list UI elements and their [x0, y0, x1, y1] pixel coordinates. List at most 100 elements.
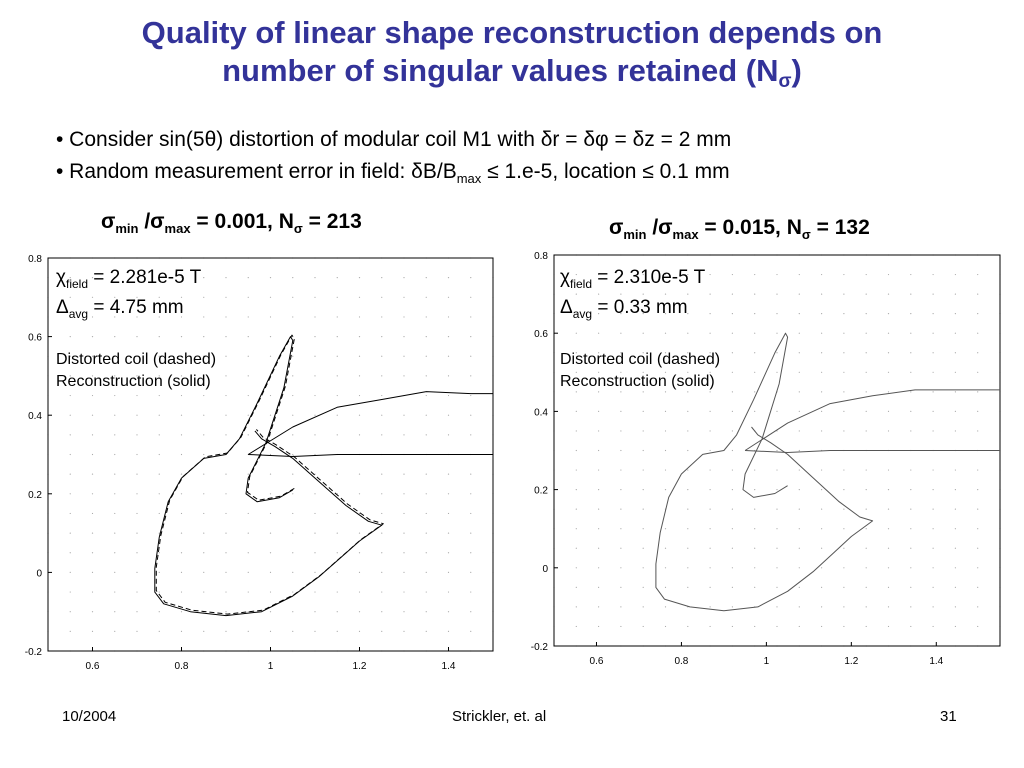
grid-dot [292, 512, 294, 515]
grid-dot [843, 293, 845, 295]
grid-dot [180, 355, 183, 357]
grid-dot [687, 313, 689, 315]
legend-reconstruction: Reconstruction (solid) [560, 373, 715, 390]
grid-dot [687, 528, 689, 530]
grid-dot [425, 532, 427, 534]
grid-dot [158, 394, 160, 397]
grid-dot [136, 336, 138, 338]
grid-dot [381, 512, 383, 515]
grid-dot [447, 611, 450, 613]
grid-dot [91, 394, 94, 397]
grid-dot [932, 293, 934, 295]
grid-dot [136, 434, 138, 436]
grid-dot [269, 414, 272, 416]
grid-dot [403, 552, 405, 554]
grid-dot [954, 313, 956, 315]
grid-dot [136, 532, 138, 534]
grid-dot [776, 508, 778, 510]
plot-heading-right: σmin /σmax = 0.015, Nσ = 132 [609, 216, 870, 242]
grid-dot [91, 355, 94, 357]
grid-dot [425, 316, 427, 318]
grid-dot [575, 352, 577, 354]
grid-dot [336, 611, 338, 613]
grid-dot [381, 591, 383, 593]
grid-dot [642, 391, 644, 393]
grid-dot [69, 552, 71, 554]
grid-dot [776, 489, 778, 491]
grid-dot [664, 567, 667, 569]
grid-dot [776, 586, 778, 588]
grid-dot [314, 277, 316, 279]
sigma-min-symbol: σ [101, 210, 116, 233]
grid-dot [269, 552, 272, 554]
x-tick-label: 1 [268, 661, 274, 672]
grid-dot [932, 567, 934, 569]
grid-dot [754, 313, 756, 315]
grid-dot [336, 630, 338, 632]
grid-dot [358, 375, 361, 377]
grid-dot [598, 606, 600, 608]
sigma-min-sub: min [115, 221, 139, 237]
grid-dot [910, 606, 912, 608]
grid-dot [620, 508, 622, 510]
grid-dot [954, 567, 956, 569]
grid-dot [709, 606, 711, 608]
grid-dot [754, 371, 756, 373]
grid-dot [754, 273, 756, 276]
grid-dot [292, 473, 294, 475]
grid-dot [776, 528, 778, 530]
coil-series-dashed [155, 334, 384, 615]
bullet-2: • Random measurement error in field: δB/… [56, 156, 731, 195]
grid-dot [203, 414, 205, 416]
grid-dot [642, 293, 644, 295]
grid-dot [620, 528, 622, 530]
grid-dot [798, 469, 800, 471]
grid-dot [136, 493, 138, 495]
grid-dot [381, 414, 383, 416]
grid-dot [977, 528, 979, 530]
grid-dot [731, 586, 733, 588]
chi-sub: field [65, 276, 88, 291]
grid-dot [910, 508, 912, 510]
grid-dot [687, 469, 689, 471]
grid-dot [754, 352, 756, 354]
grid-dot [776, 352, 778, 354]
grid-dot [447, 630, 450, 632]
grid-dot [114, 375, 116, 377]
grid-dot [269, 532, 272, 534]
grid-dot [91, 414, 94, 416]
grid-dot [887, 352, 890, 354]
grid-dot [865, 410, 867, 412]
grid-dot [158, 277, 160, 279]
grid-dot [358, 316, 361, 318]
grid-dot [470, 296, 472, 298]
grid-dot [843, 606, 845, 608]
grid-dot [269, 296, 272, 298]
grid-dot [821, 430, 823, 432]
grid-dot [776, 547, 778, 549]
grid-dot [821, 469, 823, 471]
grid-dot [180, 532, 183, 534]
grid-dot [69, 630, 71, 632]
grid-dot [843, 469, 845, 471]
grid-dot [887, 508, 890, 510]
grid-dot [798, 586, 800, 588]
grid-dot [575, 430, 577, 432]
grid-dot [292, 414, 294, 416]
grid-dot [180, 316, 183, 318]
grid-dot [977, 625, 979, 628]
grid-dot [381, 375, 383, 377]
grid-dot [731, 410, 733, 412]
grid-dot [158, 336, 160, 338]
grid-dot [977, 332, 979, 334]
grid-dot [664, 469, 667, 471]
grid-dot [575, 547, 577, 549]
grid-dot [664, 293, 667, 295]
grid-dot [776, 313, 778, 315]
grid-dot [381, 571, 383, 573]
grid-dot [598, 332, 600, 334]
grid-dot [620, 332, 622, 334]
grid-dot [865, 430, 867, 432]
grid-dot [114, 571, 116, 573]
grid-dot [977, 606, 979, 608]
